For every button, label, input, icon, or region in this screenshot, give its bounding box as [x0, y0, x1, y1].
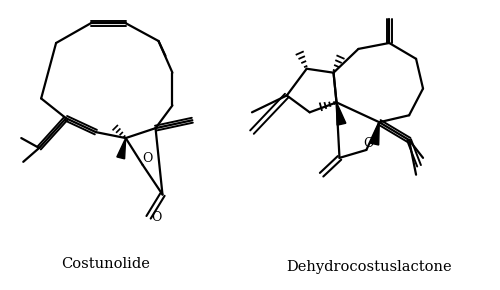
Polygon shape [370, 122, 380, 145]
Polygon shape [336, 102, 346, 125]
Text: O: O [142, 152, 153, 165]
Text: O: O [152, 211, 162, 224]
Text: Costunolide: Costunolide [62, 257, 150, 271]
Text: O: O [363, 137, 374, 150]
Polygon shape [117, 138, 126, 159]
Text: Dehydrocostuslactone: Dehydrocostuslactone [286, 260, 452, 274]
